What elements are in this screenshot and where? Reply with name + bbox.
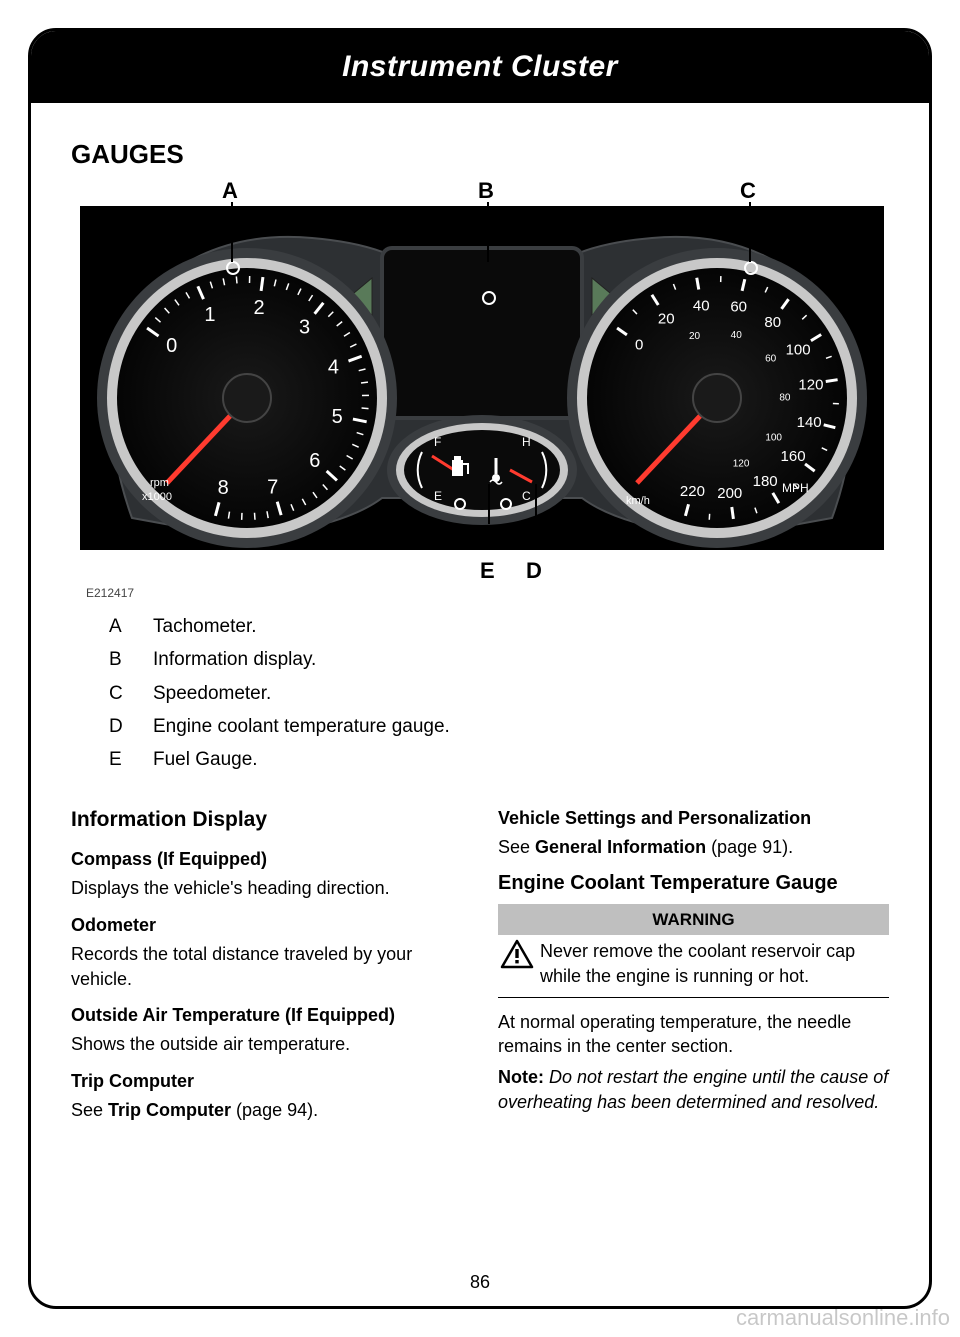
leader-line-a: [231, 202, 233, 262]
svg-text:3: 3: [299, 316, 310, 338]
callout-e: E: [480, 558, 495, 584]
callout-b: B: [478, 178, 494, 204]
left-column: Information Display Compass (If Equipped…: [71, 796, 462, 1128]
trip-heading: Trip Computer: [71, 1069, 462, 1094]
svg-text:100: 100: [786, 342, 811, 359]
ect-text: At normal operating temperature, the nee…: [498, 1010, 889, 1060]
svg-text:2: 2: [253, 297, 264, 319]
callout-a: A: [222, 178, 238, 204]
svg-text:40: 40: [693, 297, 710, 314]
page-title: Instrument Cluster: [342, 50, 618, 84]
speedo-unit-kmh: km/h: [626, 495, 650, 507]
callout-c: C: [740, 178, 756, 204]
legend-list: ATachometer. BInformation display. CSpee…: [109, 610, 889, 776]
figure-labels-top: A B C: [80, 178, 880, 206]
svg-text:120: 120: [733, 459, 750, 470]
content-area: GAUGES A B C: [31, 103, 929, 1129]
svg-text:0: 0: [166, 335, 177, 357]
svg-text:40: 40: [731, 330, 743, 341]
figure-wrapper: A B C: [80, 178, 880, 600]
leader-line-b: [487, 202, 489, 262]
svg-text:6: 6: [309, 450, 320, 472]
legend-row: EFuel Gauge.: [109, 743, 889, 776]
page-number: 86: [0, 1272, 960, 1293]
temp-cold: C: [522, 489, 531, 503]
figure-labels-bottom: E D: [80, 554, 880, 586]
warning-triangle-icon: [500, 939, 534, 969]
odometer-text: Records the total distance traveled by y…: [71, 942, 462, 992]
warning-body: Never remove the coolant reservoir cap w…: [498, 935, 889, 998]
leader-line-e: [488, 484, 490, 524]
svg-text:5: 5: [332, 406, 343, 428]
warning-text: Never remove the coolant reservoir cap w…: [540, 939, 887, 989]
svg-text:7: 7: [267, 476, 278, 498]
svg-text:80: 80: [779, 392, 791, 403]
leader-line-c: [749, 202, 751, 262]
temp-hot: H: [522, 435, 531, 449]
svg-text:4: 4: [328, 357, 339, 379]
svg-text:220: 220: [680, 483, 705, 500]
right-column: Vehicle Settings and Personalization See…: [498, 796, 889, 1128]
ect-heading: Engine Coolant Temperature Gauge: [498, 870, 889, 898]
svg-text:8: 8: [218, 477, 229, 499]
tach-unit-x1000: x1000: [142, 491, 172, 503]
header-band: Instrument Cluster: [31, 31, 929, 103]
svg-text:0: 0: [635, 337, 643, 354]
oat-heading: Outside Air Temperature (If Equipped): [71, 1003, 462, 1028]
odometer-heading: Odometer: [71, 913, 462, 938]
callout-d: D: [526, 558, 542, 584]
fuel-full: F: [434, 435, 441, 449]
trip-text: See Trip Computer (page 94).: [71, 1098, 462, 1123]
section-title: GAUGES: [71, 139, 889, 170]
svg-text:60: 60: [730, 299, 747, 316]
page: Instrument Cluster GAUGES A B C: [0, 0, 960, 1337]
svg-text:1: 1: [204, 304, 215, 326]
page-border: Instrument Cluster GAUGES A B C: [28, 28, 932, 1309]
legend-row: CSpeedometer.: [109, 677, 889, 710]
info-display-heading: Information Display: [71, 806, 462, 835]
svg-text:160: 160: [781, 448, 806, 465]
tach-unit-rpm: rpm: [150, 477, 169, 489]
compass-text: Displays the vehicle's heading direction…: [71, 876, 462, 901]
svg-text:200: 200: [717, 485, 742, 502]
note-text: Note: Do not restart the engine until th…: [498, 1065, 889, 1115]
legend-row: ATachometer.: [109, 610, 889, 643]
svg-text:120: 120: [798, 377, 823, 394]
speedo-unit-mph: MPH: [782, 481, 809, 495]
instrument-cluster-diagram: 012345678 rpm x1000 020406: [80, 206, 884, 550]
two-column-body: Information Display Compass (If Equipped…: [71, 796, 889, 1128]
oat-text: Shows the outside air temperature.: [71, 1032, 462, 1057]
svg-text:140: 140: [797, 414, 822, 431]
figure-reference: E212417: [86, 586, 880, 600]
vsp-text: See General Information (page 91).: [498, 835, 889, 860]
svg-text:80: 80: [764, 314, 781, 331]
legend-row: DEngine coolant temperature gauge.: [109, 710, 889, 743]
svg-text:20: 20: [689, 331, 701, 342]
svg-text:100: 100: [765, 433, 782, 444]
svg-text:180: 180: [753, 473, 778, 490]
compass-heading: Compass (If Equipped): [71, 847, 462, 872]
fuel-empty: E: [434, 489, 442, 503]
leader-line-d: [535, 484, 537, 524]
warning-header: WARNING: [498, 904, 889, 935]
watermark: carmanualsonline.info: [736, 1305, 950, 1331]
legend-row: BInformation display.: [109, 643, 889, 676]
svg-text:20: 20: [658, 311, 675, 328]
svg-text:60: 60: [765, 353, 777, 364]
vsp-heading: Vehicle Settings and Personalization: [498, 806, 889, 831]
